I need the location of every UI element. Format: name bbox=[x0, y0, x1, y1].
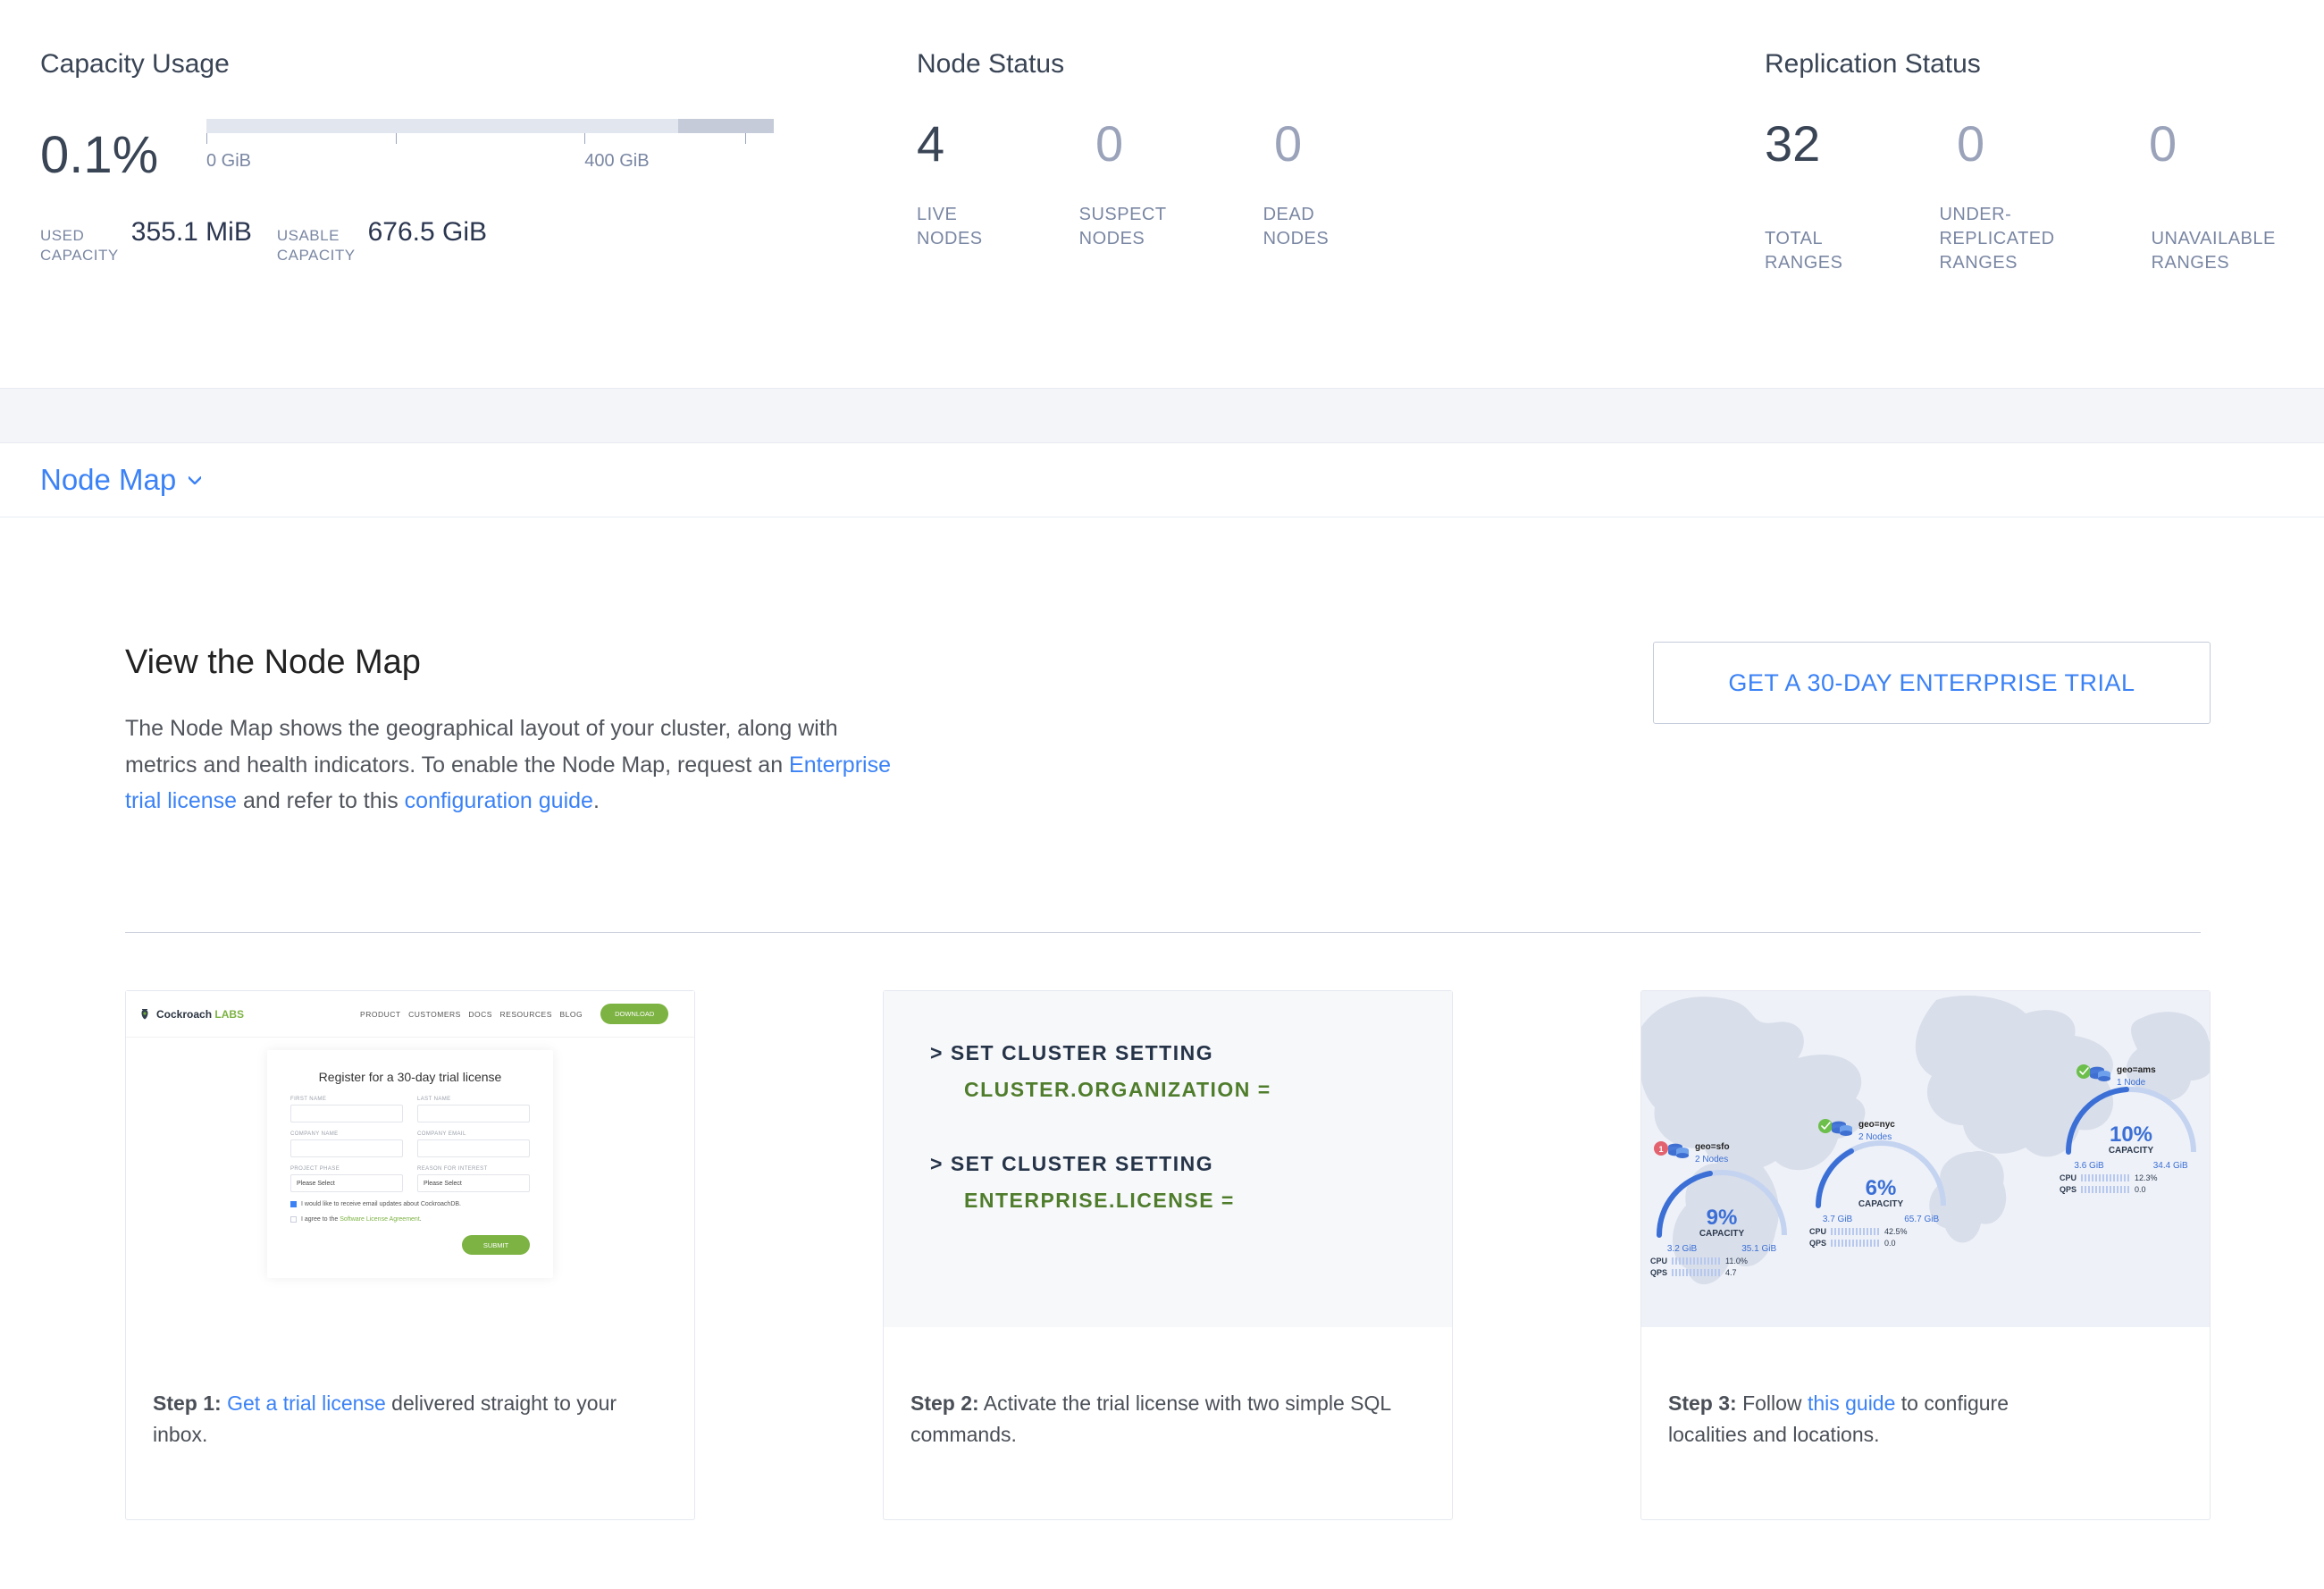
svg-text:1: 1 bbox=[1658, 1145, 1663, 1154]
